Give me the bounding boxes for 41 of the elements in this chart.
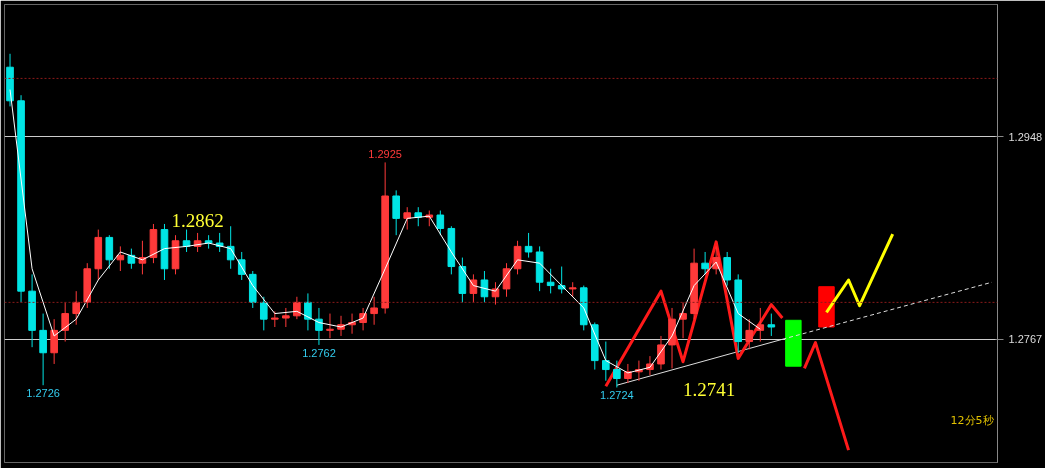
y-tick-label: 1.2948 [1008,130,1043,143]
candlestick [105,234,114,270]
candlestick [513,240,522,275]
candlestick [259,296,268,331]
line-series [824,232,895,314]
candlestick [436,210,445,236]
candlestick [624,363,632,384]
annotation: 1.2925 [368,148,402,161]
annotation: 1.2724 [600,389,634,402]
candlestick [304,292,312,331]
candlestick [480,270,489,303]
annotation: 12分5秒 [950,413,994,427]
candlestick [679,301,687,339]
y-tick-label: 1.2767 [1008,333,1043,346]
candlestick [50,318,58,365]
candlestick [602,341,610,382]
annotation: 1.2862 [171,209,224,231]
candlestick [392,189,400,236]
candlestick [657,335,665,371]
candlestick [182,229,191,253]
candlestick [557,266,566,294]
candlestick [315,307,323,346]
candlestick [701,251,709,275]
candlestick [723,251,731,287]
candlestick [293,296,301,320]
candlestick [370,296,378,326]
candlestick [767,313,776,337]
candlestick [326,313,334,339]
candlestick [756,307,765,343]
annotation: 1.2726 [26,387,60,400]
candlestick [546,268,555,294]
candlestick [39,313,47,386]
candlestick [403,206,412,231]
annotation: 1.2762 [302,346,336,359]
candlestick [745,318,754,350]
candlestick [282,307,290,328]
annotation: 1.2741 [683,378,736,400]
candlestick [72,290,81,326]
candlestick [613,360,621,388]
candlestick [524,232,533,259]
candlestick [61,301,69,343]
